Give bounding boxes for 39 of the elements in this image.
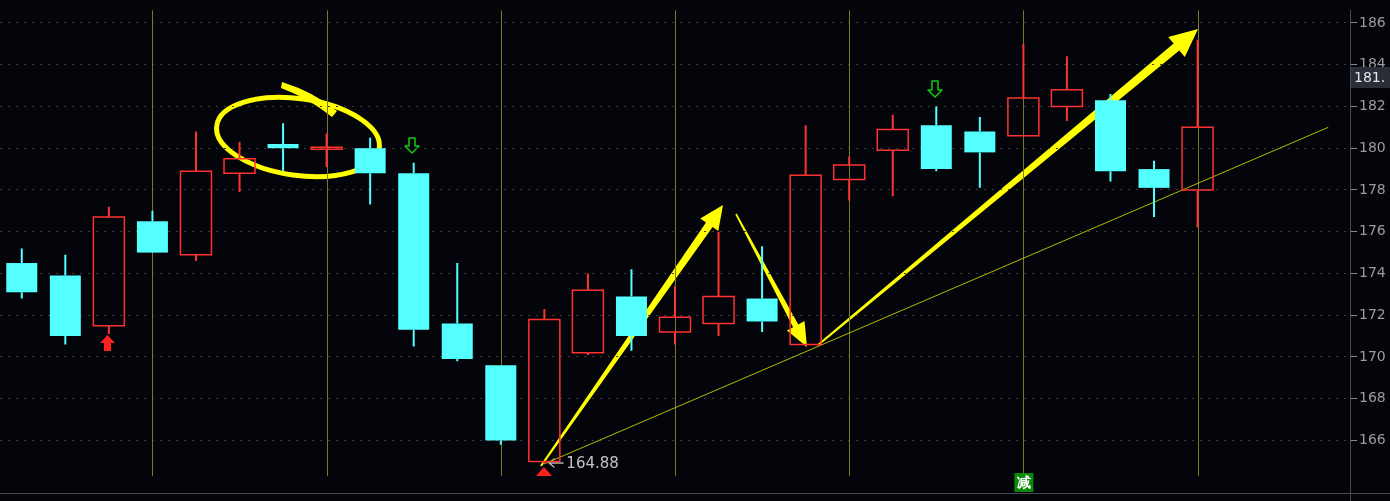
- candlestick: [789, 124, 822, 348]
- candlestick: [354, 136, 386, 206]
- y-tick-label: 172: [1359, 305, 1386, 322]
- candlestick: [964, 115, 996, 189]
- y-tick-label: 176: [1359, 222, 1386, 239]
- candlestick: [92, 205, 126, 336]
- candlestick: [571, 272, 605, 356]
- y-tick-label: 180: [1359, 138, 1386, 155]
- candlestick: [310, 132, 343, 168]
- y-tick-label: 178: [1359, 180, 1386, 197]
- candlestick: [615, 268, 647, 352]
- y-tick-label: 182: [1359, 97, 1386, 114]
- annotation: 164.88: [566, 453, 619, 472]
- candlestick: [1094, 92, 1126, 183]
- y-tick-label: 166: [1359, 431, 1386, 448]
- candlestick: [746, 245, 778, 333]
- annotation: 减: [1016, 473, 1031, 490]
- candlestick: [398, 161, 430, 348]
- candlestick: [876, 113, 909, 198]
- y-tick-label: 168: [1359, 389, 1386, 406]
- y-tick-label: 186: [1359, 13, 1386, 30]
- candlestick: [1138, 159, 1170, 219]
- y-tick-label: 174: [1359, 264, 1386, 281]
- candlestick: [223, 140, 256, 194]
- candlestick: [136, 209, 168, 253]
- candlestick: [920, 105, 952, 173]
- candlestick: [702, 230, 735, 338]
- candlestick: [441, 262, 473, 363]
- candlestick: [1050, 55, 1084, 123]
- candlestick: [49, 253, 81, 346]
- candlestick: [6, 247, 38, 300]
- candlestick: [1181, 38, 1214, 229]
- candlestick: [1007, 42, 1040, 137]
- candlestick: [267, 122, 299, 173]
- candlestick: [179, 130, 213, 262]
- y-tick-label: 170: [1359, 347, 1386, 364]
- text: 181.: [1354, 68, 1386, 85]
- candlestick: [485, 365, 517, 446]
- candlestick: [658, 285, 692, 346]
